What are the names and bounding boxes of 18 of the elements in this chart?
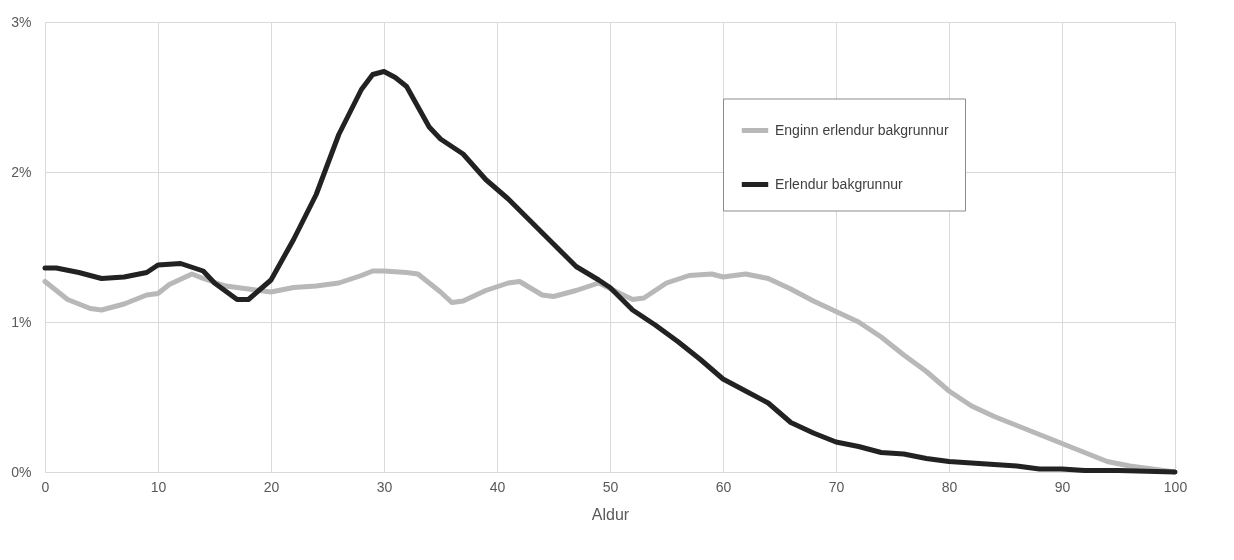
x-axis-title: Aldur [591, 505, 630, 523]
x-tick-label: 50 [602, 478, 619, 495]
x-tick-label: 70 [828, 478, 845, 495]
x-tick-label: 10 [150, 478, 167, 495]
y-tick-label: 1% [11, 313, 32, 330]
legend-label: Enginn erlendur bakgrunnur [775, 121, 949, 138]
y-tick-label: 2% [11, 163, 32, 180]
x-tick-label: 60 [715, 478, 732, 495]
x-tick-label: 20 [263, 478, 280, 495]
x-tick-label: 0 [41, 478, 50, 495]
legend-label: Erlendur bakgrunnur [775, 175, 903, 192]
x-tick-label: 40 [489, 478, 506, 495]
y-tick-label: 3% [11, 13, 32, 30]
x-tick-label: 80 [941, 478, 958, 495]
x-tick-label: 30 [376, 478, 393, 495]
x-tick-label: 100 [1163, 478, 1188, 495]
x-tick-label: 90 [1054, 478, 1071, 495]
y-tick-label: 0% [11, 463, 32, 480]
